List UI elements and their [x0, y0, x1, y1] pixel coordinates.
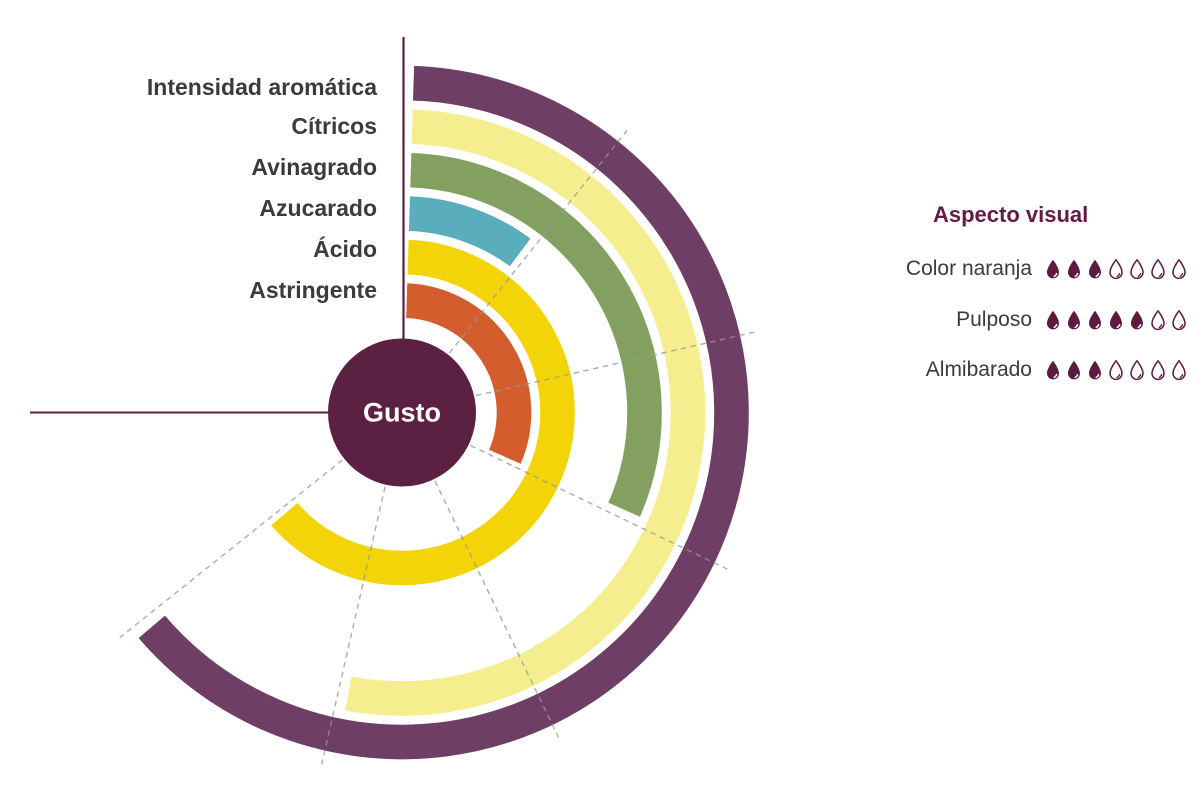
axis-label-astringente: Astringente	[249, 277, 377, 303]
droplet-icon-filled	[1047, 259, 1059, 278]
grid-dashed-line-6	[119, 459, 344, 639]
center-label: Gusto	[363, 398, 441, 428]
axis-label-citricos: Cítricos	[291, 113, 377, 139]
grid-dashed-line-2	[475, 331, 755, 397]
droplet-icon-empty	[1109, 359, 1123, 380]
legend-row-almibarado: Almibarado	[880, 354, 1187, 386]
droplet-rating-color-naranja	[1045, 258, 1187, 280]
droplet-icon-filled	[1131, 310, 1143, 329]
ring-arcs-layer	[135, 63, 752, 762]
ring-arc-5	[403, 280, 534, 467]
droplet-icon-filled	[1089, 310, 1101, 329]
droplet-icon-empty	[1172, 258, 1186, 279]
axis-label-avinagrado: Avinagrado	[251, 154, 377, 180]
dashed-grid-layer	[119, 129, 755, 765]
droplet-rating-pulposo	[1045, 309, 1187, 331]
droplet-icon-filled	[1047, 310, 1059, 329]
droplet-icon-filled	[1068, 259, 1080, 278]
legend-label-almibarado: Almibarado	[925, 358, 1032, 381]
droplet-icon-empty	[1151, 309, 1165, 330]
center-circle	[328, 338, 476, 487]
axis-label-intensidad-aromatica: Intensidad aromática	[146, 74, 377, 100]
droplet-rating-almibarado	[1045, 359, 1187, 381]
ring-arc-0	[135, 63, 752, 762]
ring-arc-3	[406, 193, 534, 270]
axis-label-azucarado: Azucarado	[259, 195, 377, 221]
legend-row-pulposo: Pulposo	[880, 304, 1187, 336]
grid-dashed-line-4	[434, 480, 560, 739]
droplet-icon-empty	[1109, 258, 1123, 279]
droplet-icon-empty	[1172, 359, 1186, 380]
ring-arc-4	[267, 237, 578, 588]
grid-dashed-line-5	[321, 486, 386, 765]
grid-dashed-line-3	[470, 444, 728, 570]
droplet-icon-empty	[1130, 359, 1144, 380]
droplet-icon-filled	[1047, 360, 1059, 379]
droplet-icon-filled	[1068, 310, 1080, 329]
droplet-icon-filled	[1089, 259, 1101, 278]
droplet-icon-empty	[1172, 309, 1186, 330]
axis-label-acido: Ácido	[313, 236, 377, 262]
droplet-icon-filled	[1068, 360, 1080, 379]
ring-arc-1	[342, 106, 708, 719]
legend-label-pulposo: Pulposo	[956, 308, 1032, 331]
droplet-icon-empty	[1151, 258, 1165, 279]
grid-dashed-line-1	[448, 129, 628, 354]
droplet-icon-empty	[1130, 258, 1144, 279]
legend-title: Aspecto visual	[933, 202, 1089, 227]
droplet-icon-empty	[1151, 359, 1165, 380]
ring-arc-2	[407, 150, 665, 520]
droplet-icon-filled	[1089, 360, 1101, 379]
legend-row-color-naranja: Color naranja	[880, 253, 1187, 285]
legend-label-color-naranja: Color naranja	[905, 257, 1032, 280]
droplet-icon-filled	[1110, 310, 1122, 329]
